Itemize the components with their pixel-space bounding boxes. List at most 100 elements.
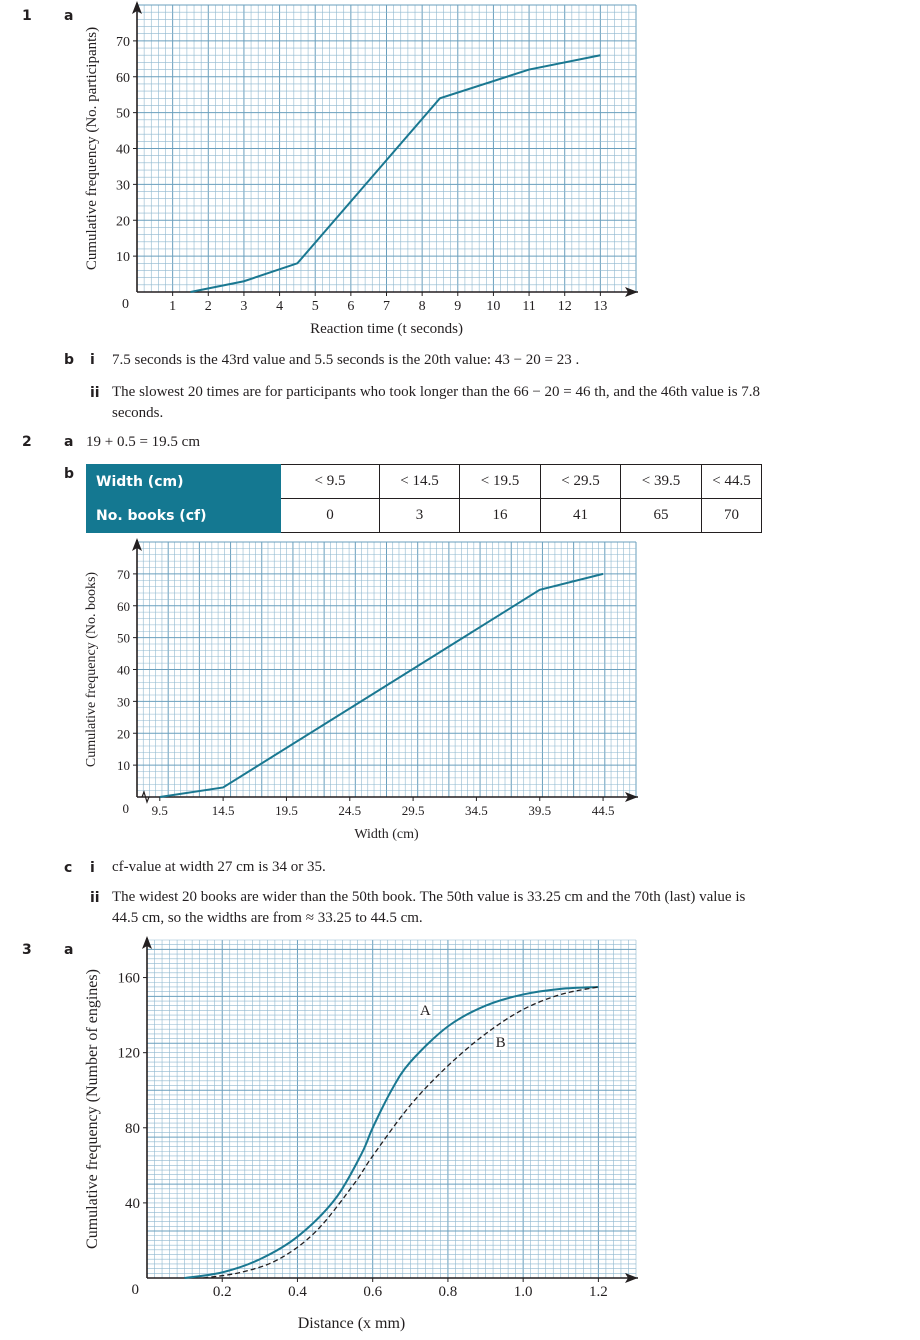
- question-number: 2: [22, 434, 32, 450]
- subpart-label: ii: [90, 890, 100, 906]
- subpart-label: i: [90, 860, 95, 876]
- y-axis-arrow: [132, 538, 142, 551]
- part-label: b: [64, 466, 75, 482]
- chart-1: 1 2 3 4 5 6 7 8 9 10 11 12 13102030405060700Reaction…: [84, 1, 638, 337]
- x-tick-label: 5: [312, 299, 319, 314]
- table-cell: < 9.5: [280, 464, 380, 499]
- x-tick-label: 14.5: [212, 803, 235, 818]
- answer-text: The widest 20 books are wider than the 5…: [112, 889, 746, 905]
- table-cell: 70: [701, 498, 762, 533]
- y-tick-label: 80: [125, 1121, 140, 1137]
- series-line: [190, 54, 601, 293]
- table-cell: < 19.5: [459, 464, 541, 499]
- x-tick-label: 6: [347, 299, 354, 314]
- part-label: a: [64, 942, 74, 958]
- answer-text: 19 + 0.5 = 19.5 cm: [86, 434, 200, 450]
- x-tick-label: 1: [169, 299, 176, 314]
- series-label-A: A: [420, 1003, 431, 1019]
- y-tick-label: 60: [116, 71, 130, 86]
- question-number: 3: [22, 942, 32, 958]
- origin-label: 0: [123, 801, 130, 816]
- y-tick-label: 70: [116, 35, 130, 50]
- series-line-B: [203, 986, 599, 1279]
- x-axis-label: Width (cm): [354, 827, 419, 842]
- x-tick-label: 44.5: [592, 803, 615, 818]
- y-tick-label: 160: [118, 971, 141, 987]
- x-tick-label: 0.4: [288, 1284, 307, 1300]
- y-tick-label: 10: [116, 250, 130, 265]
- table-cell: < 14.5: [379, 464, 460, 499]
- y-axis-arrow: [132, 1, 142, 14]
- table-cell: < 44.5: [701, 464, 762, 499]
- table-cell: 41: [540, 498, 621, 533]
- answer-text: 7.5 seconds is the 43rd value and 5.5 se…: [112, 352, 580, 368]
- y-tick-label: 40: [117, 663, 130, 678]
- x-axis-label: Distance (x mm): [298, 1315, 406, 1332]
- x-tick-label: 34.5: [465, 803, 488, 818]
- part-label: a: [64, 8, 74, 24]
- table-cell: 3: [379, 498, 460, 533]
- y-axis-label: Cumulative frequency (No. participants): [84, 27, 100, 270]
- y-tick-label: 50: [116, 107, 130, 122]
- table-row: Width (cm) < 9.5 < 14.5 < 19.5 < 29.5 < …: [86, 464, 762, 499]
- x-tick-label: 1.0: [514, 1284, 533, 1300]
- y-tick-label: 30: [116, 178, 130, 193]
- y-tick-label: 20: [117, 726, 130, 741]
- x-tick-label: 24.5: [338, 803, 361, 818]
- x-tick-label: 0.2: [213, 1284, 232, 1300]
- series-label-bg: [418, 1002, 433, 1019]
- y-axis-arrow: [142, 936, 152, 949]
- part-label: c: [64, 860, 73, 876]
- row-header: Width (cm): [86, 464, 281, 499]
- x-tick-label: 2: [205, 299, 212, 314]
- x-tick-label: 4: [276, 299, 283, 314]
- origin-label: 0: [132, 1282, 140, 1298]
- x-axis-arrow: [625, 792, 638, 802]
- x-axis-arrow: [625, 1273, 638, 1283]
- x-tick-label: 7: [383, 299, 390, 314]
- x-tick-label: 0.6: [363, 1284, 382, 1300]
- y-tick-label: 70: [117, 567, 130, 582]
- x-tick-label: 29.5: [402, 803, 425, 818]
- x-tick-label: 1.2: [589, 1284, 608, 1300]
- table-cell: < 39.5: [620, 464, 702, 499]
- chart-3: 0.2 0.4 0.6 0.8 1.0 1.2 40 80 120 160 0 Distance (x…: [84, 936, 638, 1332]
- y-axis-label: Cumulative frequency (Number of engines): [84, 969, 101, 1249]
- y-tick-label: 30: [117, 694, 130, 709]
- x-tick-label: 3: [240, 299, 247, 314]
- table-cell: 16: [459, 498, 541, 533]
- y-tick-label: 10: [117, 758, 130, 773]
- answer-text: The slowest 20 times are for participant…: [112, 384, 761, 400]
- y-tick-label: 40: [116, 143, 130, 158]
- table-cell: 0: [280, 498, 380, 533]
- x-tick-label: 19.5: [275, 803, 298, 818]
- y-tick-label: 20: [116, 214, 130, 229]
- row-header: No. books (cf): [86, 498, 281, 533]
- x-tick-label: 9: [454, 299, 461, 314]
- y-tick-label: 40: [125, 1196, 140, 1212]
- x-tick-label: 11: [522, 299, 535, 314]
- x-tick-label: 10: [486, 299, 500, 314]
- y-tick-label: 50: [117, 631, 130, 646]
- subpart-label: i: [90, 352, 95, 368]
- x-tick-label: 39.5: [528, 803, 551, 818]
- table-cell: 65: [620, 498, 702, 533]
- series-label-B: B: [496, 1035, 506, 1051]
- x-tick-label: 13: [593, 299, 607, 314]
- series-line: [159, 572, 604, 798]
- question-number: 1: [22, 8, 32, 24]
- y-axis-label: Cumulative frequency (No. books): [84, 572, 99, 768]
- x-tick-label: 12: [558, 299, 572, 314]
- answer-text: cf-value at width 27 cm is 34 or 35.: [112, 859, 326, 875]
- x-tick-label: 8: [419, 299, 426, 314]
- subpart-label: ii: [90, 385, 100, 401]
- answer-text: 44.5 cm, so the widths are from ≈ 33.25 …: [112, 910, 423, 926]
- series-label-bg: [493, 1034, 508, 1051]
- origin-label: 0: [122, 297, 129, 312]
- table-row: No. books (cf) 0 3 16 41 65 70: [86, 498, 762, 533]
- x-axis-arrow: [625, 287, 638, 297]
- part-label: a: [64, 434, 74, 450]
- part-label: b: [64, 352, 75, 368]
